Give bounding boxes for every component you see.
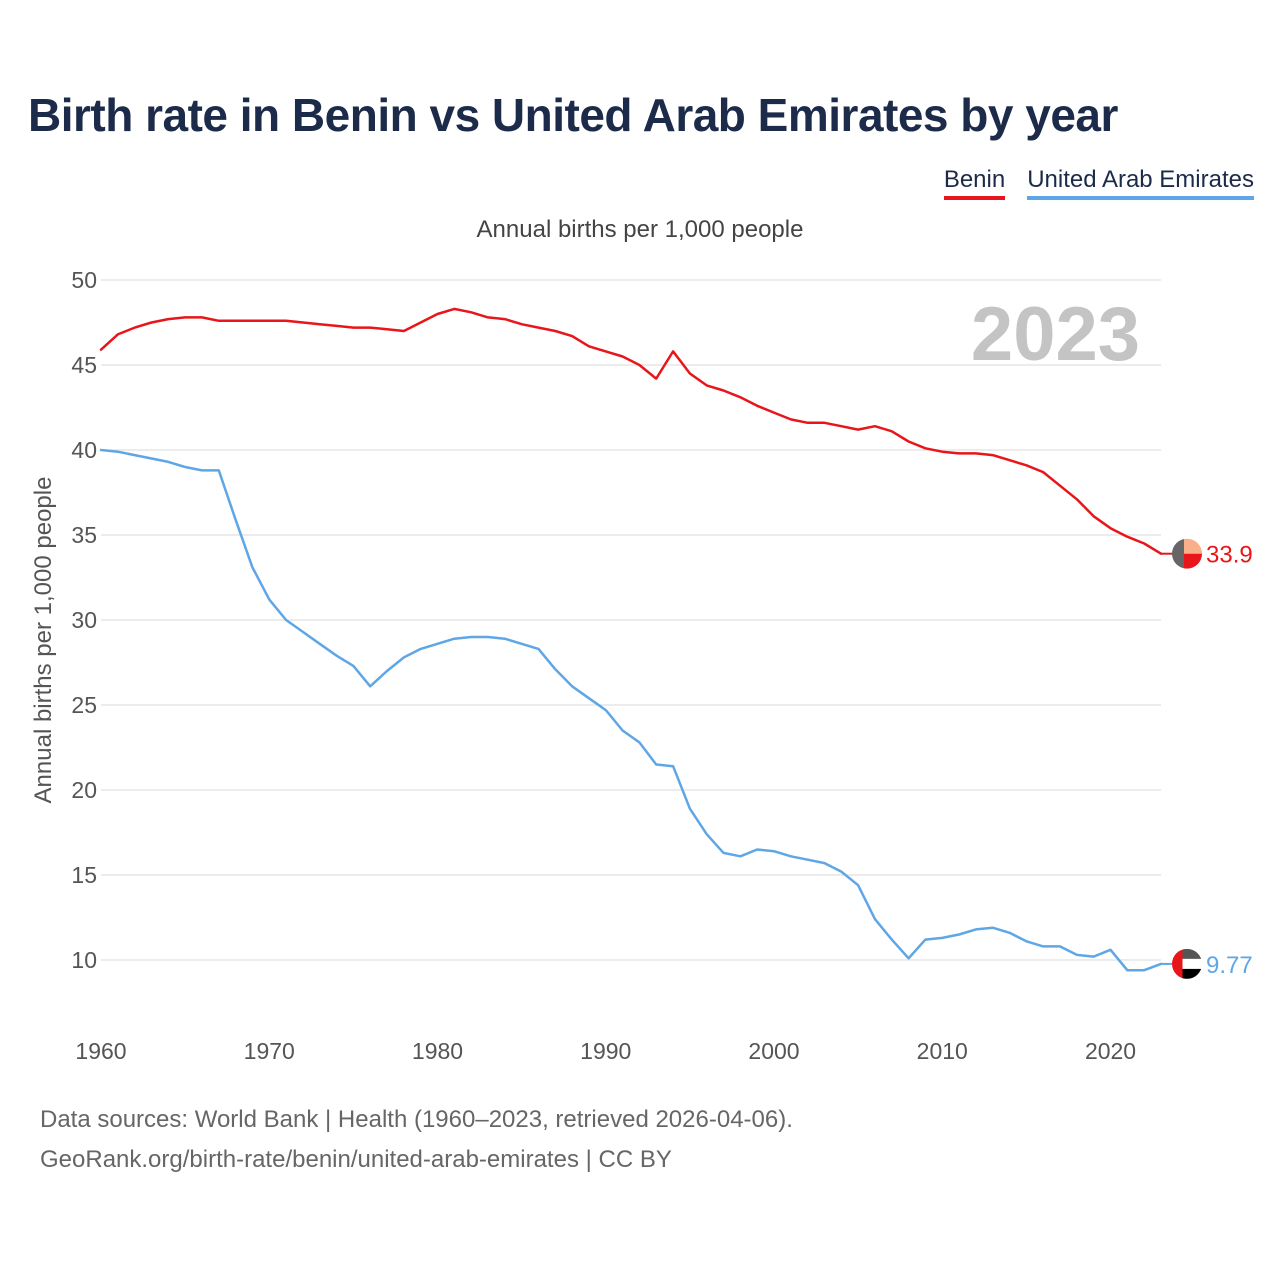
y-tick-label-50: 50 (71, 267, 97, 293)
line-chart: 10 15 20 25 30 35 40 45 50 1960 1970 1980 1990 2000 20… (30, 267, 1253, 1064)
series-line-united-arab-emirates (99, 448, 1163, 972)
flag-icon-united-arab-emirates (1172, 948, 1202, 979)
y-tick-label-35: 35 (71, 522, 97, 548)
x-tick-label-2010: 2010 (917, 1038, 968, 1064)
x-tick-label-2000: 2000 (748, 1038, 799, 1064)
y-tick-label-20: 20 (71, 777, 97, 803)
chart-title: Birth rate in Benin vs United Arab Emira… (28, 89, 1118, 141)
y-tick-label-10: 10 (71, 947, 97, 973)
x-tick-label-1990: 1990 (580, 1038, 631, 1064)
end-value-label-united-arab-emirates: 9.77 (1206, 952, 1253, 979)
legend-item-united-arab-emirates[interactable]: United Arab Emirates (1027, 166, 1254, 200)
legend-item-benin[interactable]: Benin (943, 166, 1006, 200)
flag-icon-benin (1172, 538, 1202, 569)
y-axis-label: Annual births per 1,000 people (30, 477, 57, 804)
x-tick-label-1970: 1970 (244, 1038, 295, 1064)
x-tick-label-1980: 1980 (412, 1038, 463, 1064)
y-tick-label-45: 45 (71, 352, 97, 378)
y-tick-label-30: 30 (71, 607, 97, 633)
series-line-benin (99, 307, 1163, 555)
footer-url[interactable]: GeoRank.org/birth-rate/benin/united-arab… (40, 1146, 672, 1173)
end-value-label-benin: 33.9 (1206, 542, 1253, 569)
x-tick-label-2020: 2020 (1085, 1038, 1136, 1064)
y-tick-label-15: 15 (71, 862, 97, 888)
legend: Benin United Arab Emirates (943, 166, 1254, 200)
chart-subtitle: Annual births per 1,000 people (476, 216, 804, 243)
y-tick-label-40: 40 (71, 437, 97, 463)
year-badge: 2023 (971, 292, 1140, 377)
x-tick-label-1960: 1960 (75, 1038, 126, 1064)
footer-sources: Data sources: World Bank | Health (1960–… (40, 1106, 793, 1133)
y-tick-label-25: 25 (71, 692, 97, 718)
